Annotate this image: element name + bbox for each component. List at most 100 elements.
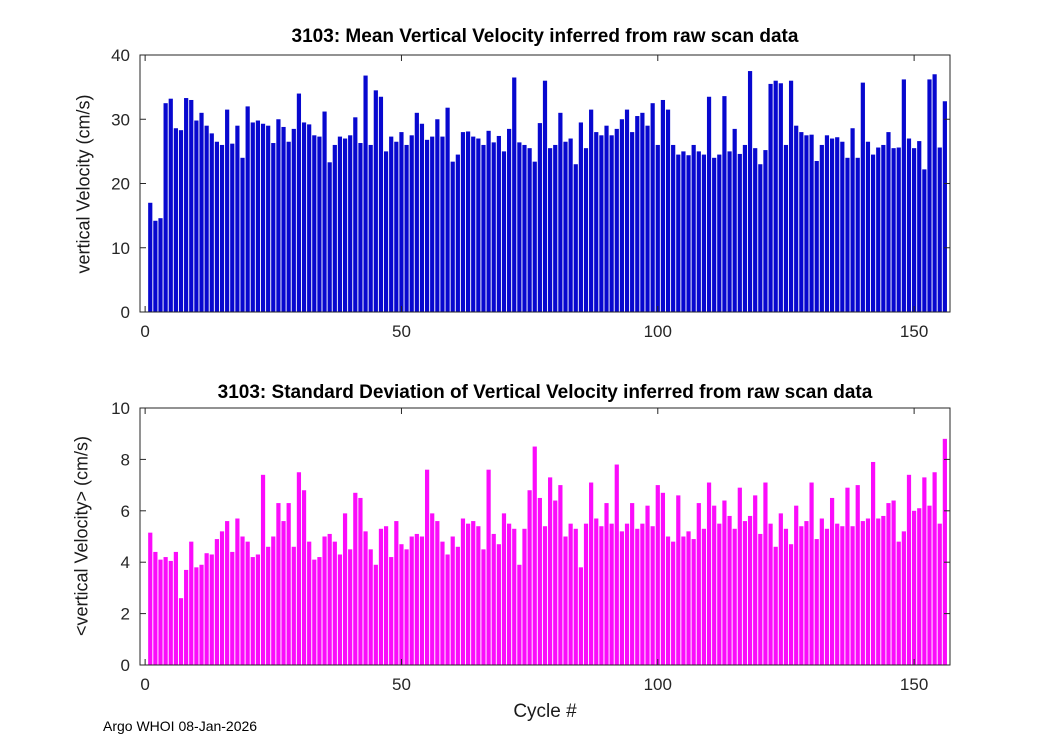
- y-tick-label: 10: [111, 239, 130, 258]
- bar: [496, 135, 501, 312]
- bar: [435, 119, 440, 312]
- bar: [865, 518, 871, 665]
- bar: [394, 141, 399, 312]
- bar: [178, 130, 184, 312]
- bar: [153, 551, 158, 665]
- bar: [281, 521, 286, 665]
- bar: [199, 564, 204, 665]
- x-tick-label: 50: [392, 322, 411, 341]
- bar: [932, 74, 937, 313]
- bar: [476, 138, 481, 312]
- bar: [204, 553, 209, 665]
- bar: [394, 521, 399, 665]
- bar: [230, 551, 235, 665]
- bar: [568, 523, 573, 665]
- bar: [732, 528, 737, 665]
- bar: [835, 137, 840, 312]
- bar: [194, 567, 199, 665]
- bar: [563, 536, 568, 665]
- bar: [184, 569, 189, 665]
- x-tick-label: 100: [644, 322, 672, 341]
- std-deviation-chart-title: 3103: Standard Deviation of Vertical Vel…: [217, 382, 873, 403]
- bar: [148, 202, 153, 312]
- bar: [630, 503, 635, 665]
- bar: [604, 125, 609, 313]
- bar: [476, 526, 481, 665]
- bar: [573, 164, 578, 312]
- bar: [563, 141, 568, 312]
- y-tick-label: 0: [121, 656, 130, 675]
- bar: [445, 107, 450, 312]
- bar: [230, 143, 235, 312]
- bar: [301, 490, 307, 665]
- bar: [537, 123, 542, 312]
- bar: [496, 544, 501, 665]
- bar: [722, 96, 727, 313]
- bar: [404, 144, 409, 312]
- bar: [358, 497, 363, 665]
- y-tick-label: 4: [121, 553, 130, 572]
- bar: [650, 526, 655, 665]
- bar: [383, 526, 389, 665]
- bar: [548, 477, 553, 665]
- bar: [645, 505, 650, 665]
- bar: [255, 120, 261, 312]
- bar: [701, 528, 707, 665]
- bar: [250, 557, 255, 665]
- bar: [455, 546, 460, 665]
- bar: [286, 503, 291, 665]
- bar: [235, 518, 240, 665]
- bar: [896, 147, 901, 312]
- bar: [696, 151, 701, 313]
- bar: [276, 503, 281, 665]
- bar: [747, 515, 753, 665]
- bar: [225, 521, 230, 665]
- bar: [609, 523, 614, 665]
- bar: [604, 503, 609, 665]
- bar: [373, 90, 378, 312]
- bar: [296, 93, 302, 312]
- bar: [173, 551, 178, 665]
- bar: [655, 144, 660, 312]
- bar: [860, 82, 865, 312]
- bar: [481, 144, 486, 312]
- bar: [460, 132, 466, 312]
- bar: [753, 148, 758, 312]
- bar: [630, 132, 635, 312]
- bar: [763, 482, 768, 665]
- bar: [871, 461, 876, 665]
- y-tick-label: 30: [111, 110, 130, 129]
- bar: [522, 144, 527, 312]
- bar: [240, 157, 245, 312]
- bar: [317, 557, 322, 665]
- bar: [660, 492, 666, 665]
- bar: [178, 598, 184, 665]
- bar: [763, 150, 768, 312]
- bar: [532, 446, 537, 665]
- bar: [829, 138, 835, 312]
- bar: [337, 554, 343, 665]
- bar: [291, 546, 296, 665]
- y-tick-label: 10: [111, 399, 130, 418]
- bar: [640, 523, 645, 665]
- bar: [717, 154, 722, 312]
- bar: [753, 495, 758, 665]
- bar: [399, 544, 404, 665]
- bar: [799, 526, 804, 665]
- bar: [245, 541, 250, 665]
- bar: [450, 161, 455, 312]
- bar: [912, 148, 917, 312]
- bar: [342, 138, 348, 312]
- bar: [855, 157, 860, 312]
- bar: [583, 148, 589, 312]
- bar: [712, 157, 717, 312]
- bar: [553, 144, 558, 312]
- bar: [296, 472, 302, 665]
- bar: [266, 125, 271, 313]
- y-tick-label: 8: [121, 450, 130, 469]
- bar: [886, 503, 891, 665]
- bar: [527, 148, 532, 312]
- bar: [548, 148, 553, 312]
- bar: [937, 147, 942, 312]
- bar: [368, 549, 373, 665]
